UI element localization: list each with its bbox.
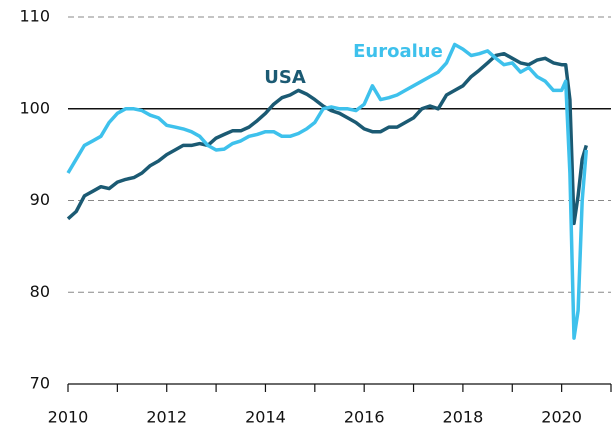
x-tick-label: 2018	[443, 408, 484, 427]
y-tick-label: 70	[30, 374, 50, 393]
x-tick-label: 2016	[344, 408, 385, 427]
series-label: USA	[264, 67, 306, 88]
y-tick-label: 90	[30, 190, 50, 209]
x-tick-label: 2010	[48, 408, 89, 427]
series-line	[66, 51, 588, 226]
x-tick-label: 2020	[541, 408, 582, 427]
x-tick-label: 2014	[245, 408, 286, 427]
y-tick-label: 100	[19, 98, 50, 117]
y-tick-label: 80	[30, 282, 50, 301]
y-tick-label: 110	[19, 7, 50, 26]
series-label: Euroalue	[353, 41, 443, 62]
x-tick-label: 2012	[146, 408, 187, 427]
series-line	[66, 42, 589, 340]
